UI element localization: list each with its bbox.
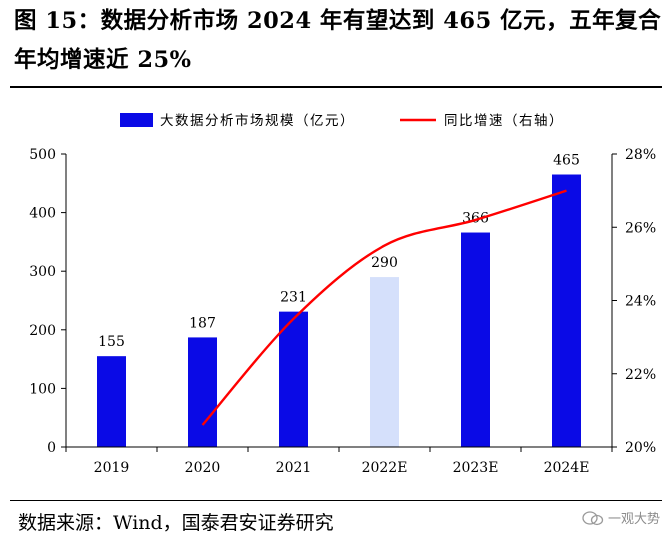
legend-line-label: 同比增速（右轴） <box>444 113 564 129</box>
data-label: 187 <box>189 315 216 331</box>
y-left-tick-label: 0 <box>47 440 56 456</box>
bar-2020 <box>188 337 217 447</box>
x-tick-label: 2022E <box>362 460 408 476</box>
legend-bar-swatch <box>120 113 153 127</box>
x-tick-label: 2020 <box>185 460 221 476</box>
data-label: 290 <box>371 255 398 271</box>
y-right-tick-label: 26% <box>625 220 656 236</box>
y-right-tick-label: 20% <box>625 440 656 456</box>
bar-2019 <box>97 356 126 447</box>
y-right-tick-label: 28% <box>625 147 656 163</box>
watermark: 一观大势 <box>582 508 660 527</box>
y-left-tick-label: 500 <box>29 147 56 163</box>
data-label: 366 <box>462 211 489 227</box>
source-note: 数据来源：Wind，国泰君安证券研究 <box>18 512 334 534</box>
x-tick-label: 2021 <box>276 460 312 476</box>
y-right-tick-label: 24% <box>625 294 656 310</box>
x-tick-label: 2019 <box>94 460 130 476</box>
wechat-icon <box>582 510 604 525</box>
y-left-tick-label: 300 <box>29 264 56 280</box>
bar-2021 <box>279 311 308 447</box>
y-left-tick-label: 100 <box>29 381 56 397</box>
x-tick-label: 2023E <box>453 460 499 476</box>
figure-title: 图 15：数据分析市场 2024 年有望达到 465 亿元，五年复合年均增速近 … <box>14 8 662 73</box>
bar-2022e <box>370 277 399 447</box>
growth-line <box>201 189 567 426</box>
y-right-tick-label: 22% <box>625 367 656 383</box>
title-rule <box>10 86 662 88</box>
watermark-text: 一观大势 <box>607 512 660 527</box>
bar-2024e <box>552 174 581 447</box>
legend-bar-label: 大数据分析市场规模（亿元） <box>160 112 355 129</box>
x-tick-label: 2024E <box>544 460 590 476</box>
y-left-tick-label: 200 <box>29 323 56 339</box>
data-label: 155 <box>98 334 125 350</box>
y-left-tick-label: 400 <box>29 206 56 222</box>
data-label: 465 <box>553 153 580 169</box>
source-rule <box>10 500 662 501</box>
data-label: 231 <box>280 290 307 306</box>
bar-2023e <box>461 232 490 447</box>
